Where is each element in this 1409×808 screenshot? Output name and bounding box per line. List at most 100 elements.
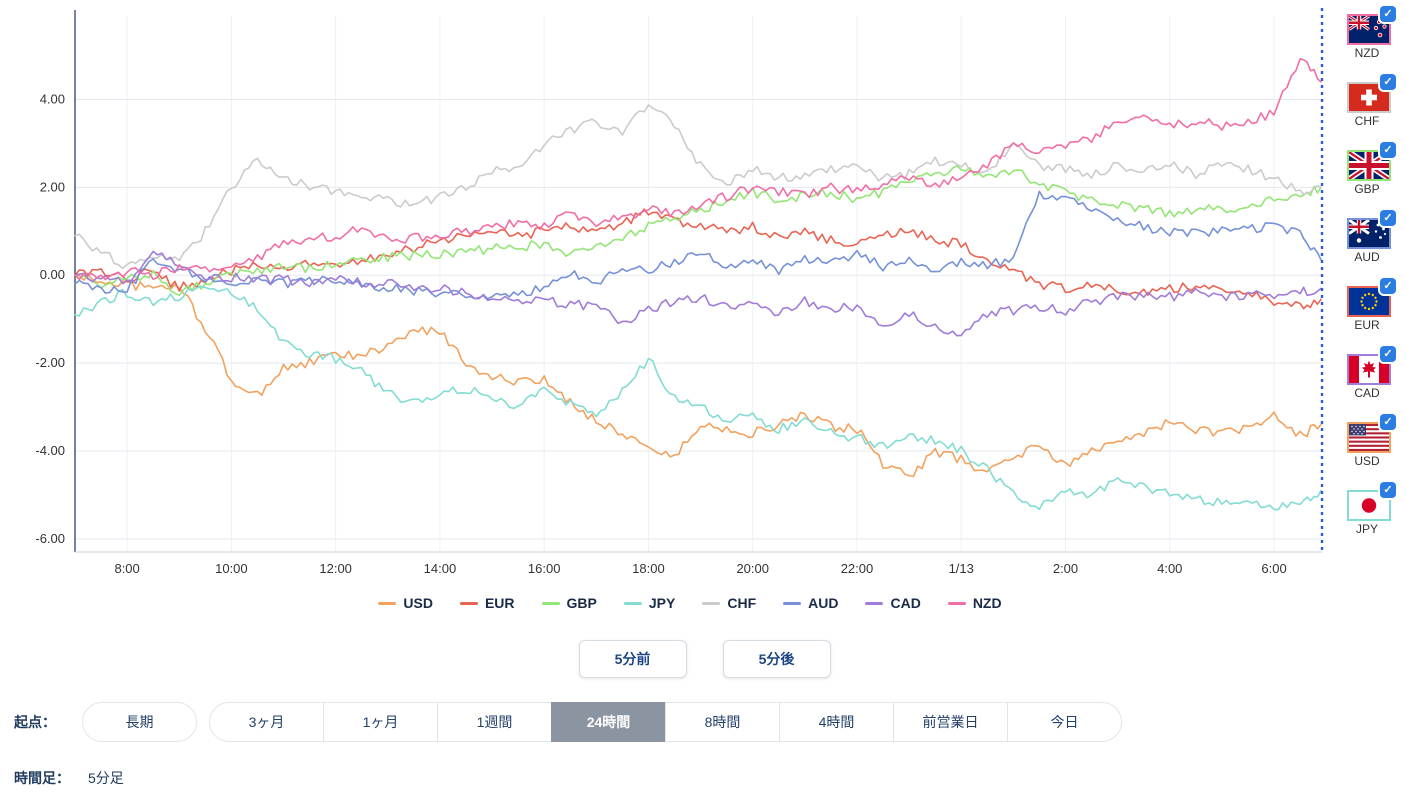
origin-row: 起点： 長期 3ヶ月 1ヶ月 1週間 24時間 8時間 4時間 前営業日 今日 <box>14 702 1122 742</box>
aud-currency-label: AUD <box>1354 250 1380 264</box>
chart-legend: USD EUR GBP JPY CHF AUD CAD NZD <box>0 595 1380 611</box>
origin-button-1month[interactable]: 1ヶ月 <box>323 702 438 742</box>
svg-text:14:00: 14:00 <box>424 561 457 576</box>
chf-flag-wrap: ✓ <box>1347 74 1396 113</box>
svg-text:2.00: 2.00 <box>40 179 65 194</box>
series-line-gbp <box>74 165 1322 296</box>
svg-text:4:00: 4:00 <box>1157 561 1182 576</box>
currency-toggle-gbp[interactable]: ✓ GBP <box>1335 142 1399 196</box>
step-button-row: 5分前 5分後 <box>0 640 1409 678</box>
timeframe-label: 時間足： <box>14 770 70 786</box>
svg-text:8:00: 8:00 <box>114 561 139 576</box>
origin-button-long-term[interactable]: 長期 <box>82 702 197 742</box>
legend-label: JPY <box>648 595 676 611</box>
series-line-aud <box>74 190 1322 300</box>
eur-currency-label: EUR <box>1354 318 1380 332</box>
legend-label: GBP <box>566 595 597 611</box>
chf-currency-label: CHF <box>1354 114 1380 128</box>
nzd-flag-wrap: ✓ <box>1347 6 1396 45</box>
legend-label: CAD <box>890 595 921 611</box>
legend-dash-icon <box>783 601 802 605</box>
legend-label: EUR <box>484 595 515 611</box>
svg-text:0.00: 0.00 <box>40 267 65 282</box>
chf-checked-checkbox-icon[interactable]: ✓ <box>1380 74 1396 90</box>
usd-currency-label: USD <box>1354 454 1380 468</box>
legend-item-cad[interactable]: CAD <box>865 595 921 611</box>
svg-text:-2.00: -2.00 <box>35 355 65 370</box>
timeframe-value: 5分足 <box>88 770 124 786</box>
gbp-currency-label: GBP <box>1354 182 1380 196</box>
svg-text:12:00: 12:00 <box>319 561 352 576</box>
legend-label: NZD <box>972 595 1002 611</box>
timeframe-row: 時間足： 5分足 <box>14 768 124 788</box>
legend-label: CHF <box>727 595 757 611</box>
svg-text:18:00: 18:00 <box>632 561 665 576</box>
legend-item-aud[interactable]: AUD <box>783 595 838 611</box>
currency-strength-chart[interactable]: 8:00 10:00 12:00 14:00 16:00 18:00 20:00 22:00 1… <box>0 0 1330 588</box>
eur-flag-icon <box>1347 286 1391 317</box>
jpy-flag-icon <box>1347 490 1391 521</box>
svg-text:1/13: 1/13 <box>949 561 974 576</box>
series-line-cad <box>74 250 1322 337</box>
back-5min-button[interactable]: 5分前 <box>578 640 687 678</box>
aud-checked-checkbox-icon[interactable]: ✓ <box>1380 210 1396 226</box>
gbp-flag-wrap: ✓ <box>1347 142 1396 181</box>
currency-toggle-aud[interactable]: ✓ AUD <box>1335 210 1399 264</box>
currency-toggle-usd[interactable]: ✓ USD <box>1335 414 1399 468</box>
svg-text:10:00: 10:00 <box>215 561 248 576</box>
legend-item-usd[interactable]: USD <box>378 595 433 611</box>
legend-item-nzd[interactable]: NZD <box>947 595 1002 611</box>
eur-flag-wrap: ✓ <box>1347 278 1396 317</box>
cad-currency-label: CAD <box>1354 386 1380 400</box>
legend-dash-icon <box>623 601 642 605</box>
origin-label: 起点： <box>14 714 56 730</box>
origin-button-1week[interactable]: 1週間 <box>437 702 552 742</box>
svg-text:-6.00: -6.00 <box>35 531 65 546</box>
svg-text:2:00: 2:00 <box>1053 561 1078 576</box>
currency-toggle-chf[interactable]: ✓ CHF <box>1335 74 1399 128</box>
nzd-checked-checkbox-icon[interactable]: ✓ <box>1380 6 1396 22</box>
currency-toggle-jpy[interactable]: ✓ JPY <box>1335 482 1399 536</box>
origin-button-8hours[interactable]: 8時間 <box>665 702 780 742</box>
usd-checked-checkbox-icon[interactable]: ✓ <box>1380 414 1396 430</box>
chart-canvas[interactable]: 8:00 10:00 12:00 14:00 16:00 18:00 20:00 22:00 1… <box>0 0 1330 588</box>
origin-button-24hours[interactable]: 24時間 <box>551 702 666 742</box>
currency-toggle-eur[interactable]: ✓ EUR <box>1335 278 1399 332</box>
legend-label: USD <box>403 595 433 611</box>
nzd-currency-label: NZD <box>1354 46 1380 60</box>
gbp-flag-icon <box>1347 150 1391 181</box>
jpy-checked-checkbox-icon[interactable]: ✓ <box>1380 482 1396 498</box>
legend-item-gbp[interactable]: GBP <box>541 595 597 611</box>
eur-checked-checkbox-icon[interactable]: ✓ <box>1380 278 1396 294</box>
origin-button-4hours[interactable]: 4時間 <box>779 702 894 742</box>
svg-text:6:00: 6:00 <box>1261 561 1286 576</box>
svg-text:16:00: 16:00 <box>528 561 561 576</box>
series-line-jpy <box>74 285 1322 511</box>
cad-flag-wrap: ✓ <box>1347 346 1396 385</box>
origin-button-group: 長期 3ヶ月 1ヶ月 1週間 24時間 8時間 4時間 前営業日 今日 <box>82 702 1122 742</box>
legend-dash-icon <box>865 601 884 605</box>
legend-dash-icon <box>947 601 966 605</box>
series-line-eur <box>74 208 1322 310</box>
svg-text:20:00: 20:00 <box>736 561 769 576</box>
origin-button-prev-business-day[interactable]: 前営業日 <box>893 702 1008 742</box>
forward-5min-button[interactable]: 5分後 <box>722 640 831 678</box>
legend-dash-icon <box>459 601 478 605</box>
aud-flag-wrap: ✓ <box>1347 210 1396 249</box>
legend-item-eur[interactable]: EUR <box>459 595 515 611</box>
gbp-checked-checkbox-icon[interactable]: ✓ <box>1380 142 1396 158</box>
cad-checked-checkbox-icon[interactable]: ✓ <box>1380 346 1396 362</box>
legend-item-jpy[interactable]: JPY <box>623 595 676 611</box>
origin-button-today[interactable]: 今日 <box>1007 702 1122 742</box>
legend-item-chf[interactable]: CHF <box>702 595 756 611</box>
legend-dash-icon <box>378 601 397 605</box>
svg-text:22:00: 22:00 <box>841 561 874 576</box>
legend-label: AUD <box>808 595 839 611</box>
origin-button-3months[interactable]: 3ヶ月 <box>209 702 324 742</box>
legend-dash-icon <box>702 601 721 605</box>
svg-text:4.00: 4.00 <box>40 91 65 106</box>
svg-text:-4.00: -4.00 <box>35 443 65 458</box>
currency-toggle-nzd[interactable]: ✓ NZD <box>1335 6 1399 60</box>
currency-toggle-cad[interactable]: ✓ CAD <box>1335 346 1399 400</box>
series-line-nzd <box>74 58 1322 281</box>
